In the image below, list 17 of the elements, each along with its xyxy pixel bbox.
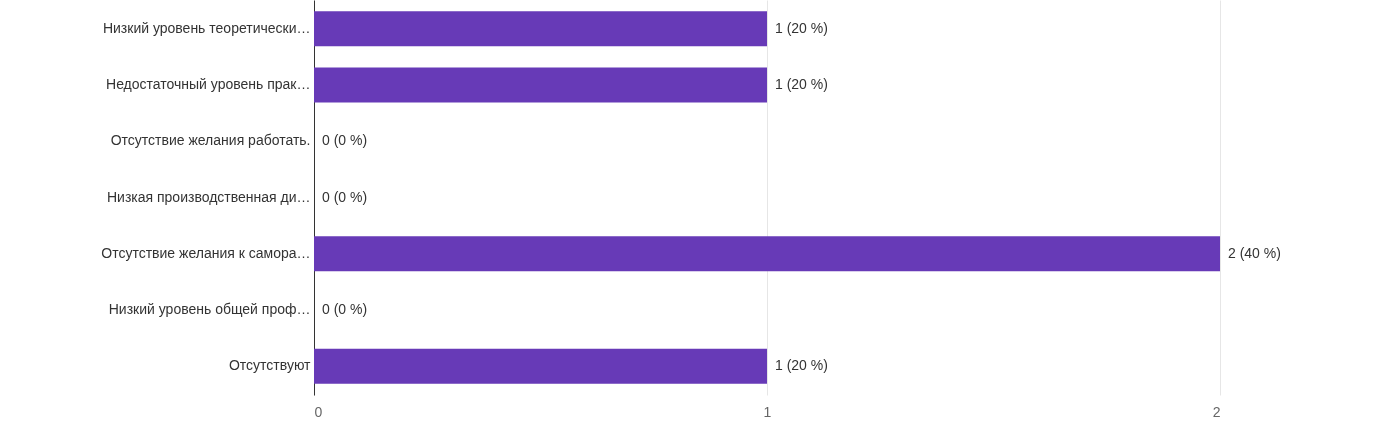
y-tick-label: Отсутствие желания к самора… [101,244,311,261]
data-label: 1 (20 %) [775,357,828,374]
y-tick-label: Недостаточный уровень прак… [106,75,311,92]
data-label: 0 (0 %) [322,132,368,149]
data-label: 2 (40 %) [1228,244,1281,261]
data-label: 0 (0 %) [322,301,368,318]
data-label: 1 (20 %) [775,75,828,92]
y-tick-label: Отсутствуют [228,357,312,374]
y-tick-label: Низкая производственная ди… [106,188,311,205]
x-tick-label: 1 [763,403,772,420]
x-tick-label: 2 [1212,403,1221,420]
x-tick-label: 0 [314,403,323,420]
data-label: 0 (0 %) [322,188,368,205]
y-tick-label: Отсутствие желания работать. [110,132,311,149]
data-label: 1 (20 %) [775,19,828,36]
y-tick-label: Низкий уровень теоретически… [102,19,311,36]
y-tick-label: Низкий уровень общей проф… [108,301,311,318]
